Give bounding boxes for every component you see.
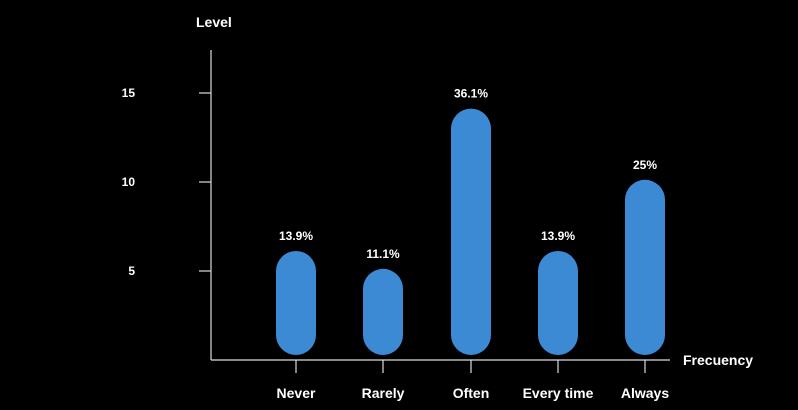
bars: 13.9% 11.1% 36.1% 13.9% 25%	[276, 87, 665, 355]
bar-every-time	[538, 251, 578, 355]
x-tick-label: Every time	[523, 385, 594, 401]
data-label: 25%	[633, 158, 657, 172]
x-axis-title: Frecuency	[683, 352, 753, 368]
data-label: 13.9%	[279, 229, 313, 243]
data-label: 36.1%	[454, 87, 488, 101]
x-ticks: Never Rarely Often Every time Always	[277, 360, 669, 401]
bar-rarely	[363, 268, 403, 355]
y-ticks: 5 10 15	[122, 86, 211, 278]
y-tick-label: 5	[128, 264, 135, 278]
bar-often	[451, 108, 491, 355]
bar-never	[276, 251, 316, 355]
x-tick-label: Never	[277, 385, 316, 401]
bar-always	[625, 179, 665, 355]
y-tick-label: 15	[122, 86, 136, 100]
x-tick-label: Often	[453, 385, 490, 401]
x-tick-label: Rarely	[362, 385, 405, 401]
data-label: 11.1%	[366, 247, 400, 261]
y-axis-title: Level	[196, 14, 232, 30]
y-tick-label: 10	[122, 175, 136, 189]
x-tick-label: Always	[621, 385, 669, 401]
data-label: 13.9%	[541, 229, 575, 243]
